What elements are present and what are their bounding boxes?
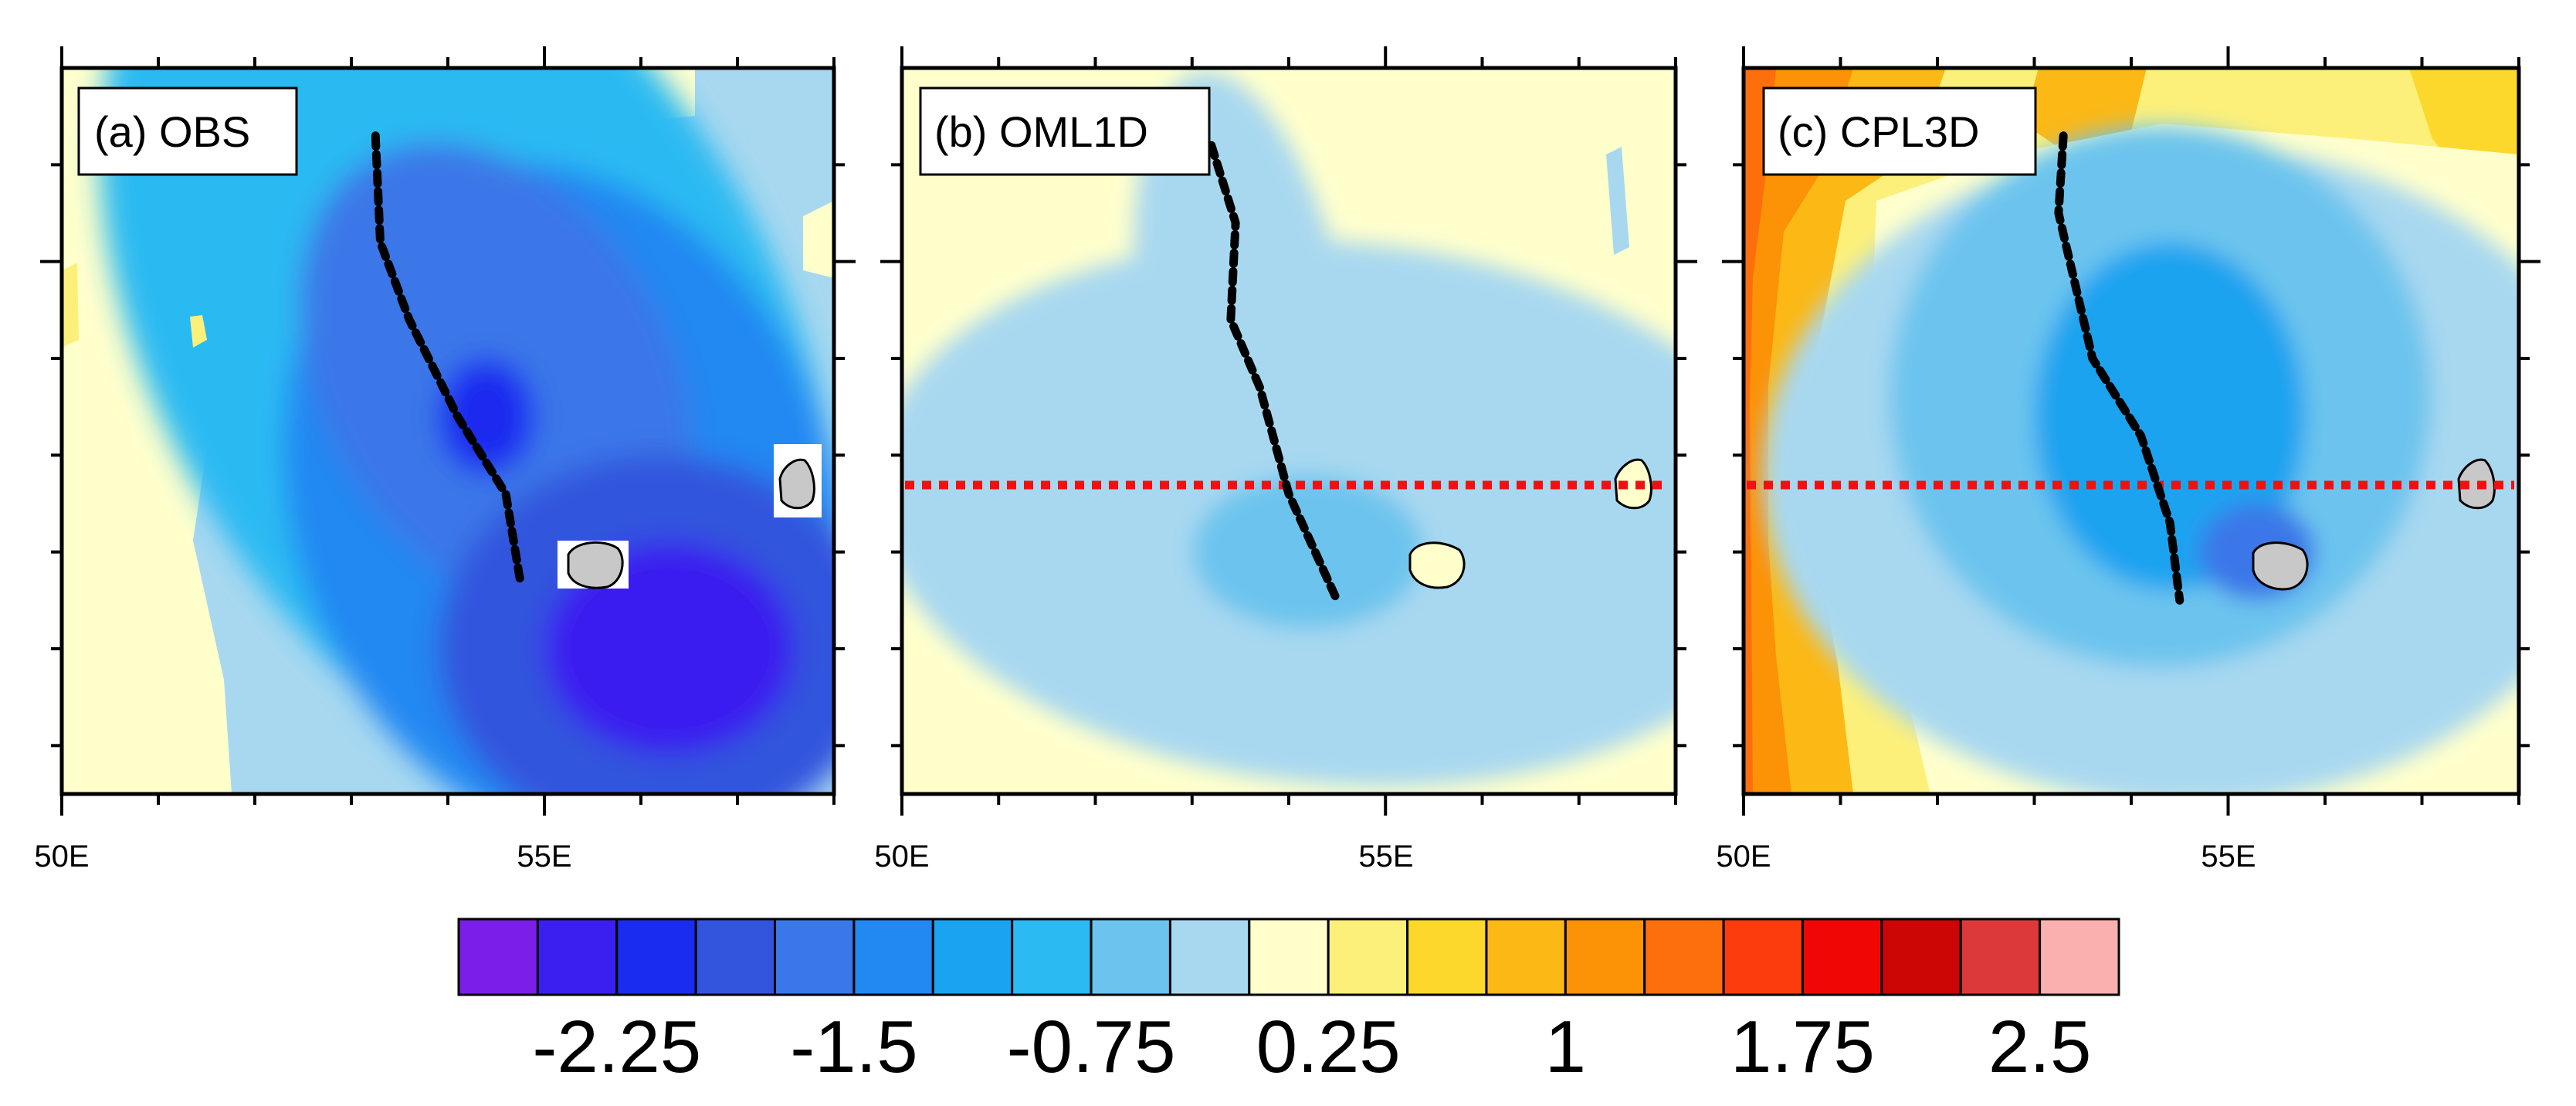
panel-b-island-mauritius [1614,458,1652,510]
panel-a-island-mauritius [778,458,815,510]
colorbar-label-3: -0.75 [1007,1006,1176,1088]
colorbar-label-5: 1 [1545,1006,1586,1088]
axis-ticks [40,46,2540,816]
panel-b-xtick-55e: 55E [1358,840,1413,874]
panel-c-field [1744,68,2519,794]
x-tick-labels: 50E 55E 50E 55E 50E 55E [34,840,2256,874]
panel-a-label: (a) OBS [94,107,250,156]
colorbar-label-7: 2.5 [1988,1006,2091,1088]
colorbar-box-11 [1248,918,1330,996]
panel-a-yellow-hole-right [803,201,834,278]
colorbar-box-9 [1090,918,1171,996]
panel-c: (c) CPL3D [1741,66,2521,796]
colorbar-box-10 [1168,918,1251,996]
colorbar-box-3 [615,918,697,996]
panel-b-storm-track [1207,141,1342,605]
colorbar-box-5 [774,918,856,996]
panel-a-blob-5 [544,542,795,755]
panel-c-xtick-55e: 55E [2201,840,2256,874]
panel-c-label: (c) CPL3D [1778,107,1979,156]
panel-b-label-box: (b) OML1D [919,87,1211,176]
panel-a-blob-6 [438,358,535,475]
colorbar-box-1 [457,918,539,996]
panel-b-xtick-50e: 50E [874,840,929,874]
panel-a-island-reunion [567,541,624,589]
colorbar-box-18 [1801,918,1883,996]
panel-c-label-box: (c) CPL3D [1762,87,2037,176]
colorbar-label-4: 0.25 [1256,1006,1401,1088]
panel-a-storm-track [371,131,525,585]
colorbar-box-2 [536,918,619,996]
colorbar [457,918,2120,996]
panel-c-dark-orange-west [1744,68,1853,794]
panel-a-xtick-55e: 55E [517,840,571,874]
panel-b-label: (b) OML1D [934,107,1148,156]
panel-c-contour-blobs [1763,126,2519,794]
panel-b-blob-3 [1191,474,1425,629]
panel-b-light-blue-streak [1606,147,1629,255]
colorbar-box-16 [1643,918,1725,996]
colorbar-box-6 [852,918,934,996]
panel-b-island-reunion [1408,541,1466,589]
panel-b-field [902,68,1676,794]
panel-c-xtick-50e: 50E [1716,840,1771,874]
colorbar-box-15 [1564,918,1646,996]
colorbar-label-2: -1.5 [790,1006,917,1088]
colorbar-box-4 [694,918,777,996]
panel-a-label-box: (a) OBS [77,87,298,176]
panel-c-orange-west [1744,68,1946,794]
colorbar-box-7 [931,918,1014,996]
colorbar-labels: -2.25 -1.5 -0.75 0.25 1 1.75 2.5 [532,1006,2091,1088]
panel-b: (b) OML1D [900,66,1678,796]
colorbar-box-12 [1327,918,1409,996]
panel-c-red-edge [1744,68,1776,794]
colorbar-label-1: -2.25 [532,1006,701,1088]
colorbar-box-14 [1485,918,1567,996]
colorbar-box-19 [1880,918,1962,996]
colorbar-box-21 [2039,918,2120,996]
colorbar-box-8 [1011,918,1093,996]
panel-c-island-reunion [2252,541,2309,591]
colorbar-box-20 [1959,918,2042,996]
panel-c-storm-track [2054,131,2185,605]
colorbar-box-13 [1406,918,1488,996]
panel-b-contour-blobs [902,71,1676,787]
panel-a: (a) OBS [59,66,836,796]
panel-a-yellow-edge [62,263,79,348]
colorbar-label-6: 1.75 [1730,1006,1875,1088]
colorbar-box-17 [1722,918,1804,996]
panel-a-yellow-spot [190,315,207,348]
panel-c-blob-3 [2034,242,2306,591]
panel-c-island-mauritius [2457,458,2496,510]
panel-a-xtick-50e: 50E [34,840,89,874]
